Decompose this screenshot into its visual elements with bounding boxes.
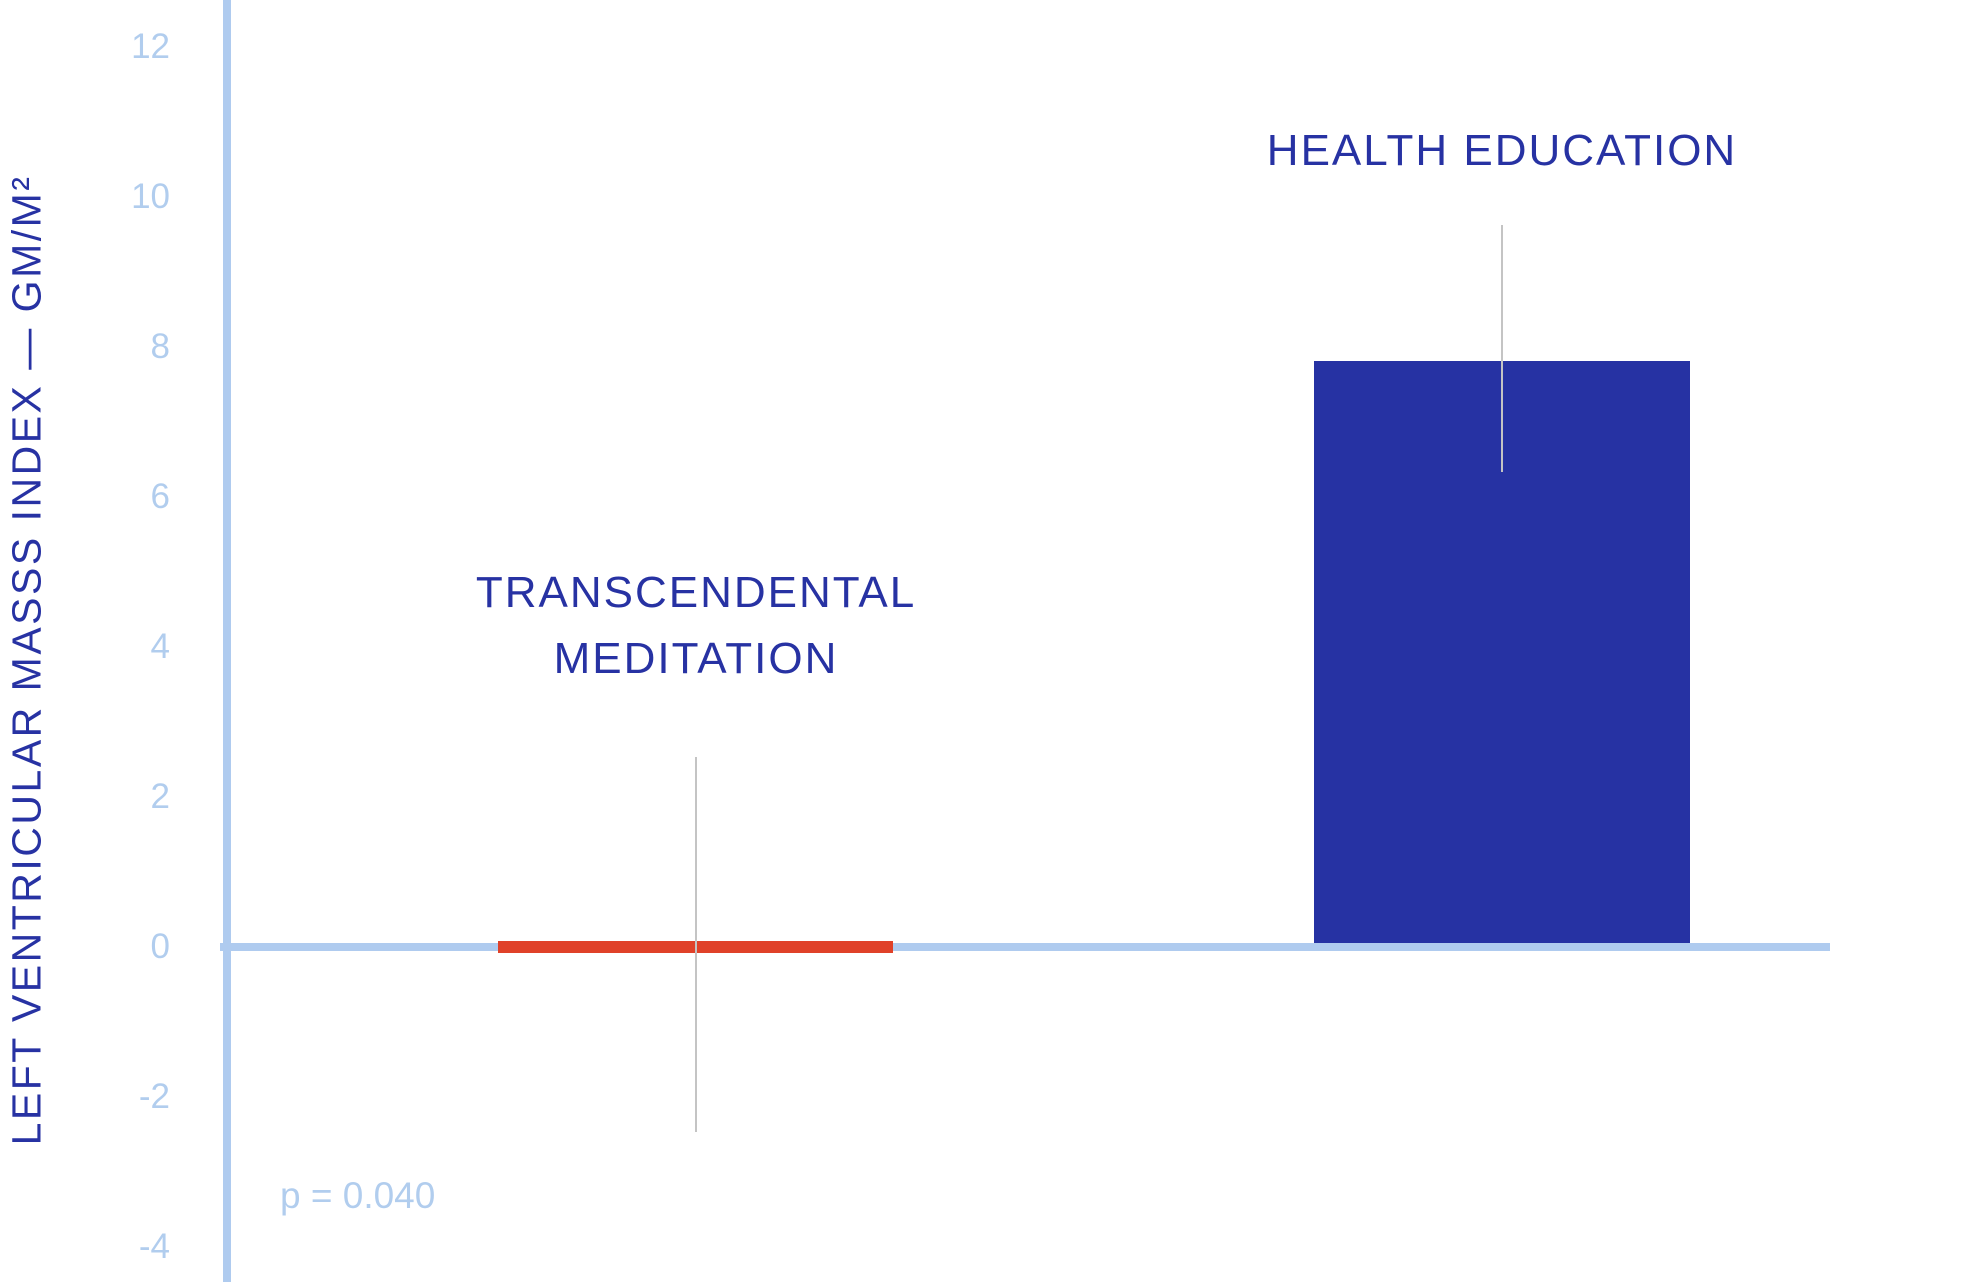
y-axis-label: LEFT VENTRICULAR MASSS INDEX — GM/M² xyxy=(3,174,50,1146)
label-line-2: MEDITATION xyxy=(553,634,839,683)
error-bar-health-education xyxy=(1501,225,1503,472)
y-tick-4: 4 xyxy=(150,627,170,666)
category-label-transcendental-meditation: TRANSCENDENTAL MEDITATION xyxy=(476,560,916,692)
x-axis-line xyxy=(220,943,1830,951)
y-tick-neg4: -4 xyxy=(138,1227,170,1266)
p-value-annotation: p = 0.040 xyxy=(280,1175,436,1216)
category-label-health-education: HEALTH EDUCATION xyxy=(1266,126,1738,175)
error-bar-transcendental-meditation xyxy=(695,757,697,1132)
y-tick-10: 10 xyxy=(131,177,170,216)
y-tick-12: 12 xyxy=(131,27,170,66)
y-axis-line xyxy=(223,0,231,1282)
y-tick-2: 2 xyxy=(150,777,170,816)
y-tick-neg2: -2 xyxy=(138,1077,170,1116)
y-tick-0: 0 xyxy=(150,927,170,966)
label-line-1: TRANSCENDENTAL xyxy=(475,568,917,617)
y-tick-6: 6 xyxy=(150,477,170,516)
y-tick-8: 8 xyxy=(150,327,170,366)
